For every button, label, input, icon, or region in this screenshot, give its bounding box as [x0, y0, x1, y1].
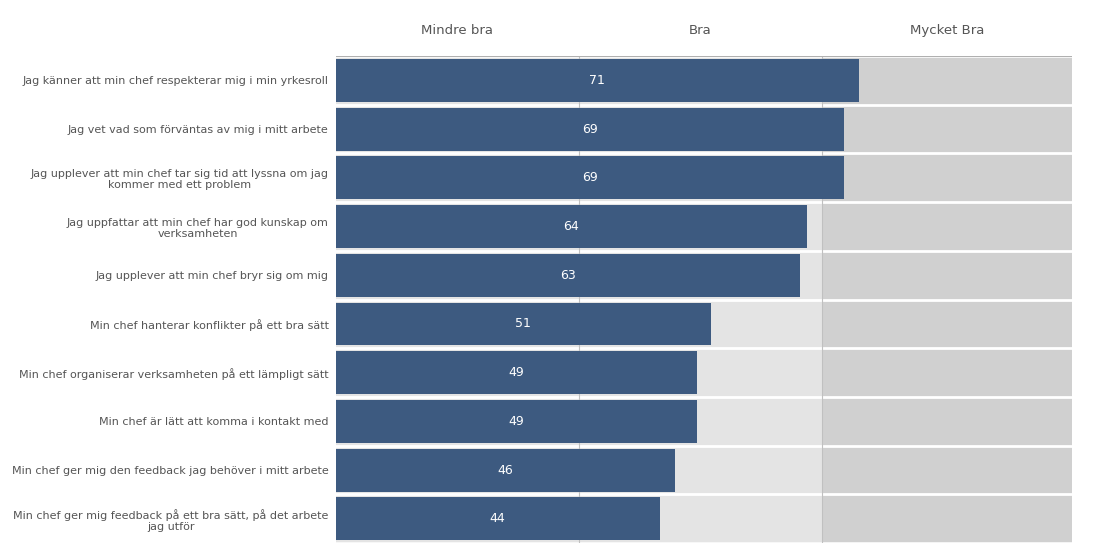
Text: Bra: Bra [689, 24, 712, 36]
Text: 63: 63 [560, 269, 575, 282]
Bar [336, 449, 674, 492]
Text: 69: 69 [582, 171, 597, 184]
Text: 69: 69 [582, 123, 597, 136]
Bar [336, 400, 696, 443]
Text: Mindre bra: Mindre bra [421, 24, 493, 36]
Bar [336, 205, 807, 248]
Text: 49: 49 [508, 415, 524, 428]
Bar [336, 59, 859, 102]
Text: 44: 44 [490, 512, 506, 525]
Bar [336, 351, 696, 394]
Bar [336, 108, 844, 151]
Bar [336, 254, 800, 297]
Text: 46: 46 [497, 464, 513, 477]
Text: 51: 51 [516, 318, 531, 330]
Bar [336, 156, 844, 199]
Text: 49: 49 [508, 366, 524, 379]
Bar [336, 497, 660, 540]
Text: Mycket Bra: Mycket Bra [910, 24, 984, 36]
Text: 64: 64 [563, 220, 580, 233]
Bar [336, 302, 712, 346]
Text: 71: 71 [590, 74, 605, 87]
Bar [822, 56, 1072, 543]
